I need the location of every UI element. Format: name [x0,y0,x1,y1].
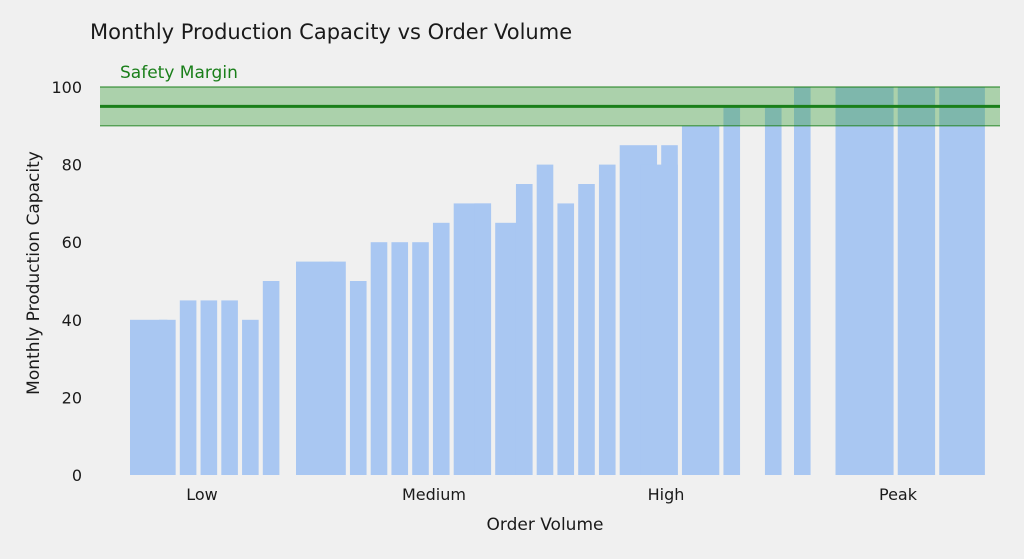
bar [432,222,450,475]
y-axis-label: Monthly Production Capacity [24,151,44,395]
bar [794,87,811,475]
y-tick-label: 100 [51,78,82,97]
x-axis-label: Order Volume [487,515,604,535]
bar [661,145,678,475]
bar [412,242,429,475]
y-tick-label: 60 [62,233,82,252]
bar [856,87,894,475]
y-tick-label: 40 [62,311,82,330]
bar [159,319,176,475]
bar [391,242,409,475]
bar [179,300,197,475]
y-tick-label: 0 [72,466,82,485]
safety-margin-band [100,86,1000,127]
bar [536,164,554,475]
bar [329,261,346,475]
x-tick-label: Medium [402,485,466,504]
safety-margin-label: Safety Margin [120,63,238,83]
bar [370,242,388,475]
bar [897,87,936,475]
bars [130,87,985,476]
bar [262,281,280,475]
bar [557,203,575,475]
y-tick-label: 80 [62,156,82,175]
bar [723,106,741,476]
x-tick-label: Low [186,485,218,504]
bar [764,106,782,476]
bar [349,281,367,475]
bar [598,164,616,475]
bar [474,203,492,475]
y-axis-ticks: 0 20 40 60 80 100 [51,78,82,485]
bar [578,184,595,475]
bar [242,319,259,475]
bar [939,87,985,475]
chart-title: Monthly Production Capacity vs Order Vol… [90,20,572,44]
bar [515,184,533,475]
x-tick-label: High [648,485,685,504]
y-tick-label: 20 [62,388,82,407]
bar [200,300,218,475]
x-tick-label: Peak [879,485,918,504]
x-axis-ticks: Low Medium High Peak [186,485,917,504]
bar [296,261,334,475]
bar [681,125,720,476]
bar [221,300,238,475]
